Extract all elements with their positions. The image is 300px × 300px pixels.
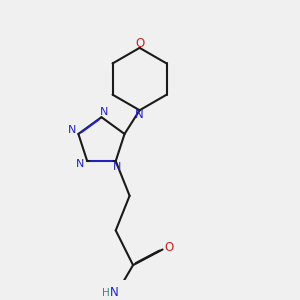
Text: H: H — [103, 288, 110, 298]
Text: N: N — [76, 159, 84, 169]
Text: N: N — [110, 286, 118, 299]
Text: N: N — [100, 107, 108, 117]
Text: N: N — [135, 108, 144, 121]
Text: N: N — [113, 162, 122, 172]
Text: N: N — [68, 125, 76, 135]
Text: O: O — [135, 37, 144, 50]
Text: O: O — [164, 241, 173, 254]
